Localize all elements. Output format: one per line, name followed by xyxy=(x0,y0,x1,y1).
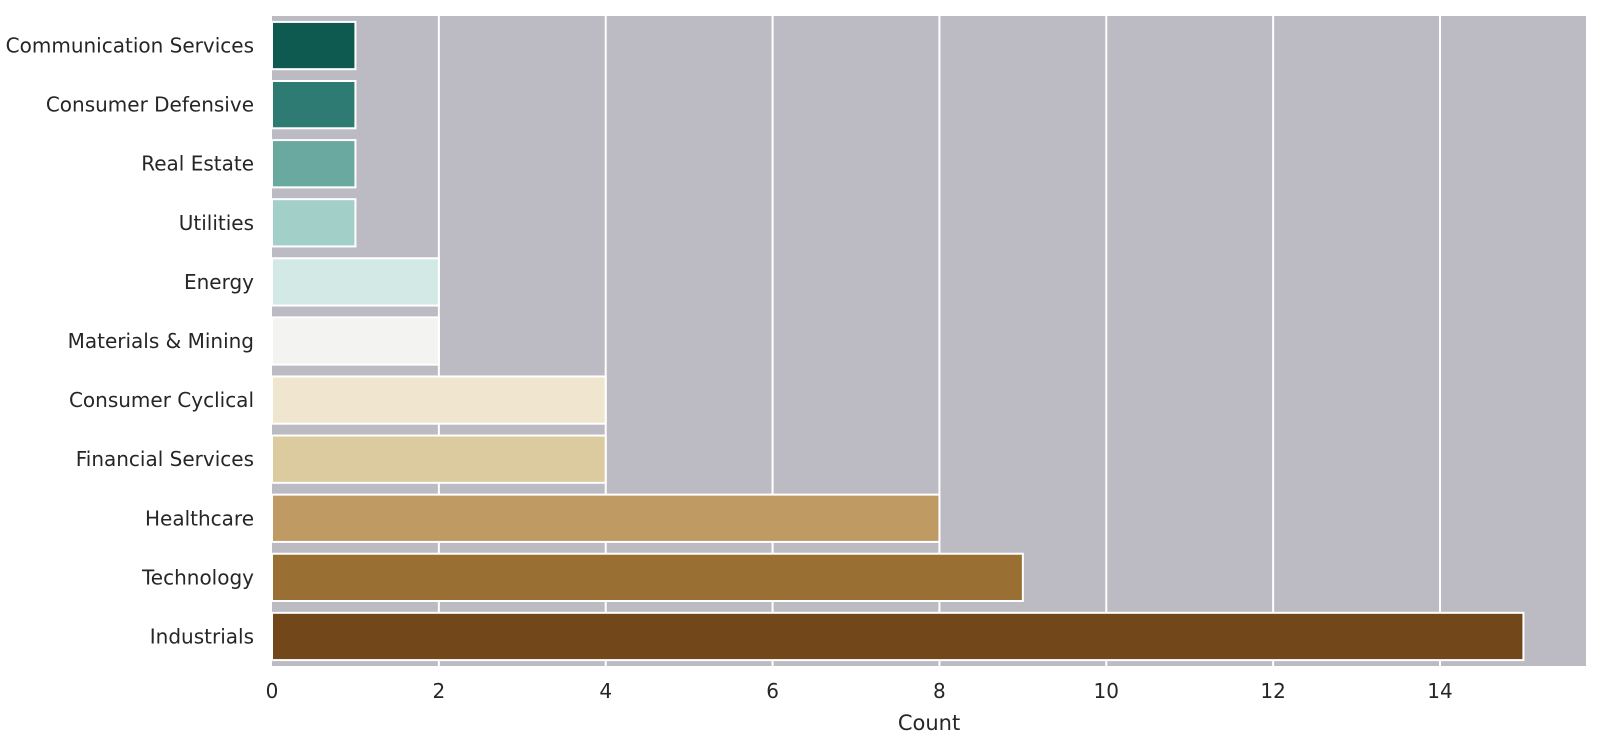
category-label: Communication Services xyxy=(6,34,254,58)
category-label: Real Estate xyxy=(141,152,254,176)
bar xyxy=(271,257,440,307)
x-tick-label: 4 xyxy=(599,679,612,703)
bar xyxy=(271,375,607,425)
category-label: Industrials xyxy=(150,624,254,648)
bar xyxy=(271,493,941,543)
bar xyxy=(271,80,357,130)
x-tick-label: 14 xyxy=(1427,679,1452,703)
x-tick-label: 0 xyxy=(266,679,279,703)
grid-lines xyxy=(437,16,1441,666)
bar xyxy=(271,139,357,189)
x-tick-label: 2 xyxy=(432,679,445,703)
category-labels: Communication Services Consumer Defensive… xyxy=(6,34,255,649)
category-label: Energy xyxy=(184,270,254,294)
x-tick-label: 10 xyxy=(1094,679,1119,703)
category-label: Consumer Cyclical xyxy=(69,388,254,412)
category-label: Financial Services xyxy=(76,447,254,471)
category-label: Materials & Mining xyxy=(68,329,254,353)
category-label: Utilities xyxy=(179,211,254,235)
bar xyxy=(271,316,440,366)
bar xyxy=(271,198,357,248)
bar xyxy=(271,434,607,484)
x-tick-labels: 0 2 4 6 8 10 12 14 xyxy=(266,679,1453,703)
bar xyxy=(271,20,357,71)
bar xyxy=(271,611,1525,662)
category-label: Technology xyxy=(141,565,254,589)
x-tick-label: 12 xyxy=(1260,679,1285,703)
category-label: Consumer Defensive xyxy=(46,93,254,117)
bars xyxy=(271,20,1525,662)
x-axis-label: Count xyxy=(898,711,960,735)
x-tick-label: 8 xyxy=(933,679,946,703)
bar xyxy=(271,552,1024,603)
x-tick-label: 6 xyxy=(766,679,779,703)
category-label: Healthcare xyxy=(145,506,254,530)
